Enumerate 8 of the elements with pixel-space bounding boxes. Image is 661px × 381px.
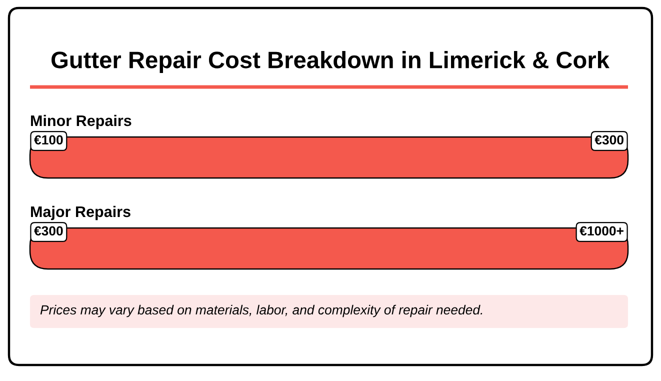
annotation: €100: [34, 135, 63, 145]
annotation: €300: [34, 226, 63, 236]
text: Prices may vary based on materials, labor, and complexity of repair needed.: [40, 304, 482, 318]
annotation: €300: [594, 135, 624, 145]
chart-title: Gutter Repair Cost Breakdown in Limerick & Cork: [52, 50, 610, 74]
y-tick-label: Minor Repairs: [31, 114, 132, 130]
y-tick-label: Major Repairs: [31, 206, 130, 220]
annotation: €1000+: [580, 226, 624, 236]
